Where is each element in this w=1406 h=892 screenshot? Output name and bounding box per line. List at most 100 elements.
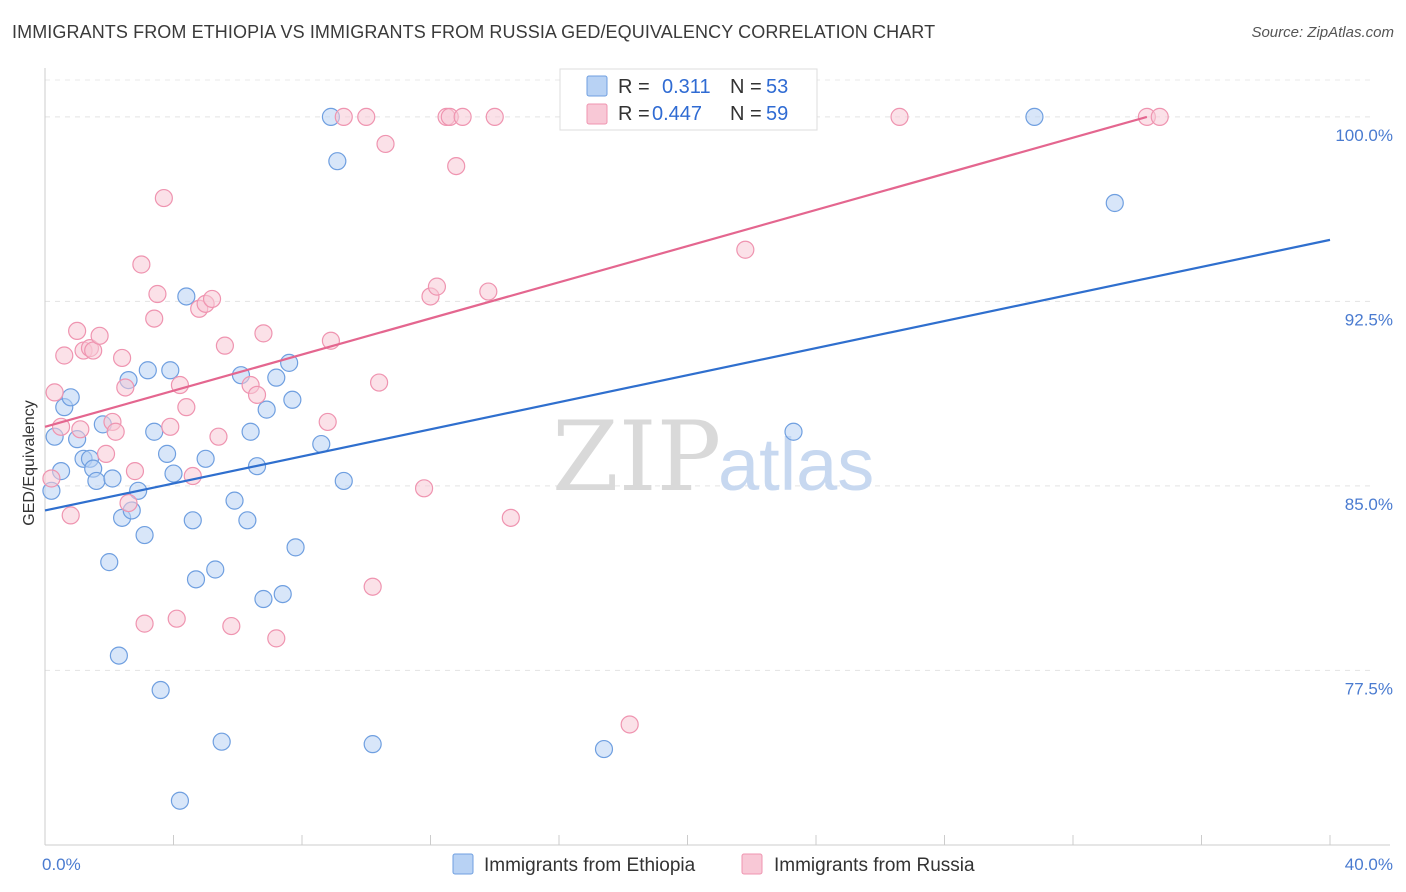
point-russia-59 xyxy=(1150,107,1169,126)
legend-n-label-russia: N = xyxy=(730,103,762,125)
point-ethiopia-9 xyxy=(87,471,106,491)
point-ethiopia-39 xyxy=(267,368,286,387)
point-russia-6 xyxy=(71,420,90,439)
point-ethiopia-49 xyxy=(594,739,614,759)
point-ethiopia-34 xyxy=(238,511,257,530)
watermark: ZIP atlas xyxy=(552,401,874,513)
bottom-legend-swatch-russia xyxy=(741,853,763,875)
point-ethiopia-37 xyxy=(254,589,273,609)
point-russia-37 xyxy=(267,629,286,648)
point-ethiopia-42 xyxy=(283,390,302,409)
point-russia-30 xyxy=(202,289,222,309)
y-tick-label-2: 92.5% xyxy=(1345,310,1393,329)
point-ethiopia-38 xyxy=(257,400,276,419)
axes xyxy=(44,68,1390,846)
bottom-legend-swatch-ethiopia xyxy=(452,853,474,875)
point-russia-33 xyxy=(222,616,241,636)
x-tick-label-0: 0.0% xyxy=(42,855,81,874)
point-russia-20 xyxy=(145,309,164,328)
point-russia-40 xyxy=(334,107,353,126)
tick-labels: 77.5% 85.0% 92.5% 100.0% 0.0% 40.0% xyxy=(42,126,1393,874)
point-russia-0 xyxy=(42,469,61,488)
point-ethiopia-21 xyxy=(151,680,170,700)
point-ethiopia-30 xyxy=(206,560,225,579)
point-russia-15 xyxy=(116,378,135,397)
legend-r-value-russia: 0.447 xyxy=(652,103,702,125)
point-russia-32 xyxy=(215,336,234,355)
point-russia-21 xyxy=(148,284,167,304)
x-tick-label-1: 40.0% xyxy=(1345,855,1393,874)
point-russia-57 xyxy=(890,107,909,126)
point-russia-22 xyxy=(154,188,173,208)
point-ethiopia-43 xyxy=(286,538,305,557)
point-russia-44 xyxy=(376,134,395,154)
point-russia-47 xyxy=(427,277,447,296)
point-russia-53 xyxy=(485,107,504,126)
y-tick-label-0: 77.5% xyxy=(1345,679,1393,698)
point-russia-5 xyxy=(68,321,87,341)
trend-line-ethiopia xyxy=(44,238,1331,512)
legend-r-label-ethiopia: R = xyxy=(618,76,650,98)
point-russia-31 xyxy=(209,427,228,446)
series-ethiopia-points xyxy=(42,107,1124,810)
source-label: Source: ZipAtlas.com xyxy=(1251,24,1394,41)
point-russia-54 xyxy=(501,508,520,527)
point-ethiopia-31 xyxy=(212,732,231,751)
point-russia-51 xyxy=(453,107,472,126)
legend-swatch-ethiopia xyxy=(586,75,608,97)
point-russia-16 xyxy=(119,493,138,513)
point-ethiopia-25 xyxy=(170,791,190,810)
point-ethiopia-4 xyxy=(61,388,80,407)
bottom-legend-label-russia: Immigrants from Russia xyxy=(774,855,975,876)
point-ethiopia-48 xyxy=(363,735,382,754)
legend-n-label-ethiopia: N = xyxy=(730,76,762,98)
point-ethiopia-19 xyxy=(138,361,157,380)
chart-title: IMMIGRANTS FROM ETHIOPIA VS IMMIGRANTS F… xyxy=(12,22,936,42)
y-tick-label-3: 100.0% xyxy=(1335,126,1393,145)
series-legend: Immigrants from Ethiopia Immigrants from… xyxy=(452,853,975,876)
point-russia-3 xyxy=(55,346,74,365)
point-russia-14 xyxy=(112,348,132,368)
point-ethiopia-26 xyxy=(177,287,196,306)
point-russia-1 xyxy=(45,383,64,402)
point-ethiopia-47 xyxy=(334,471,353,491)
point-russia-26 xyxy=(177,398,196,417)
legend-swatch-russia xyxy=(586,103,608,125)
point-ethiopia-40 xyxy=(273,584,292,604)
point-ethiopia-52 xyxy=(1105,193,1124,213)
point-russia-4 xyxy=(61,506,80,525)
point-ethiopia-23 xyxy=(161,361,180,380)
point-russia-13 xyxy=(106,422,125,441)
point-ethiopia-13 xyxy=(109,646,128,665)
point-russia-56 xyxy=(736,240,755,259)
point-ethiopia-27 xyxy=(183,511,202,530)
point-russia-24 xyxy=(167,609,186,628)
point-russia-35 xyxy=(247,385,267,404)
y-tick-label-1: 85.0% xyxy=(1345,495,1393,514)
point-ethiopia-18 xyxy=(135,525,154,545)
point-ethiopia-46 xyxy=(328,152,347,171)
point-ethiopia-22 xyxy=(157,444,177,463)
point-russia-10 xyxy=(90,326,109,345)
correlation-legend: R = 0.311 N = 53 R = 0.447 N = 59 xyxy=(559,68,818,131)
bottom-legend-label-ethiopia: Immigrants from Ethiopia xyxy=(484,855,696,876)
series-russia-points xyxy=(42,107,1169,734)
point-ethiopia-24 xyxy=(164,464,183,483)
point-ethiopia-35 xyxy=(241,422,260,441)
legend-n-value-ethiopia: 53 xyxy=(766,76,788,98)
point-russia-50 xyxy=(447,156,466,176)
point-russia-11 xyxy=(96,444,116,463)
point-russia-23 xyxy=(161,417,180,436)
point-ethiopia-29 xyxy=(196,449,215,468)
point-russia-52 xyxy=(479,282,498,301)
point-ethiopia-12 xyxy=(103,469,122,488)
legend-r-value-ethiopia: 0.311 xyxy=(662,76,711,98)
point-ethiopia-50 xyxy=(784,422,803,441)
point-russia-41 xyxy=(357,107,376,126)
point-russia-43 xyxy=(370,373,389,392)
point-ethiopia-20 xyxy=(145,422,164,441)
watermark-zip: ZIP xyxy=(552,401,721,513)
point-russia-27 xyxy=(183,466,202,486)
legend-n-value-russia: 59 xyxy=(766,103,788,125)
point-russia-19 xyxy=(135,614,154,633)
